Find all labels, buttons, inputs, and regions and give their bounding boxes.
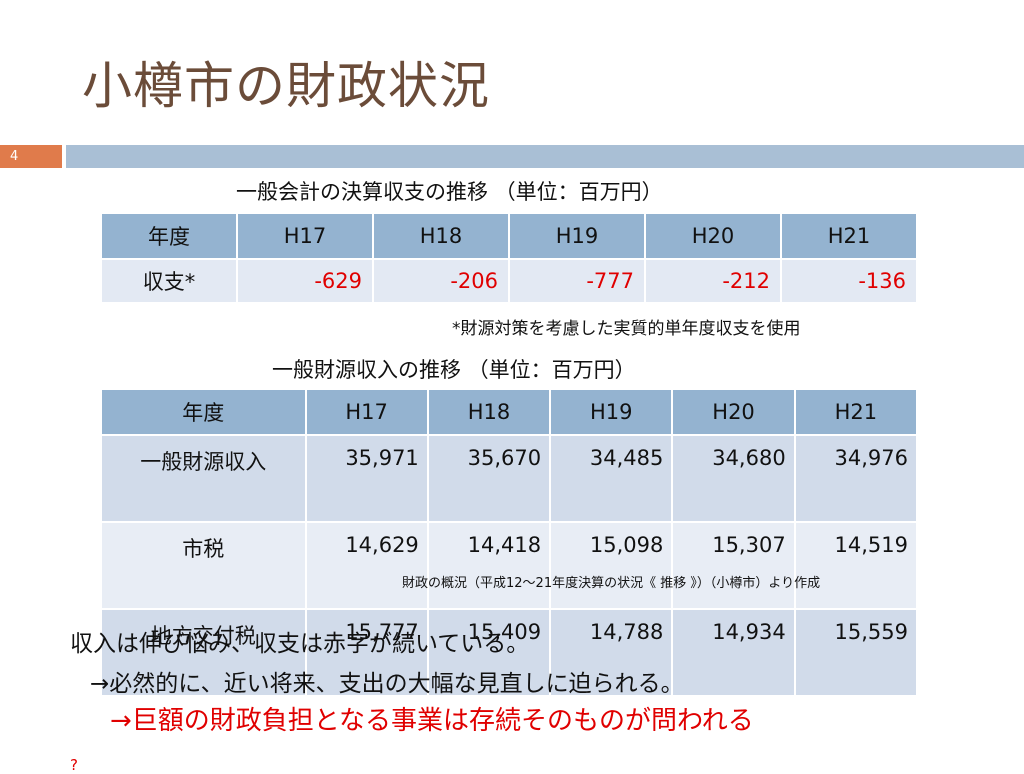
- table-header-row: 年度 H17 H18 H19 H20 H21: [100, 212, 918, 260]
- header-cell: H20: [671, 388, 796, 436]
- source-note: 財政の概況（平成12～21年度決算の状況《 推移 》）（小樽市）より作成: [402, 576, 821, 591]
- value-cell: 15,098: [549, 521, 674, 610]
- value-cell: -777: [508, 258, 646, 304]
- value-cell: 35,971: [304, 434, 429, 523]
- value-cell: -212: [644, 258, 782, 304]
- value-cell: 14,934: [671, 608, 796, 697]
- conclusion-line-1: 収入は伸び悩み、収支は赤字が続いている。: [70, 631, 530, 657]
- row-label: 収支*: [100, 258, 238, 304]
- conclusion-line-2: →必然的に、近い将来、支出の大幅な見直しに迫られる。: [90, 671, 684, 697]
- table-row: 市税 14,629 14,418 15,098 15,307 14,519: [100, 521, 919, 610]
- value-cell: 14,629: [304, 521, 429, 610]
- header-cell: H19: [549, 388, 674, 436]
- header-cell: H18: [426, 388, 552, 436]
- header-cell: H20: [644, 212, 782, 260]
- header-cell: 年度: [100, 212, 238, 260]
- table-header-row: 年度 H17 H18 H19 H20 H21: [100, 388, 919, 436]
- value-cell: 15,409: [426, 608, 552, 697]
- value-cell: -629: [236, 258, 374, 304]
- header-cell: H18: [372, 212, 510, 260]
- header-cell: H21: [793, 388, 919, 436]
- header-cell: 年度: [100, 388, 307, 436]
- row-label: 地方交付税: [100, 608, 307, 697]
- table-row: 一般財源収入 35,971 35,670 34,485 34,680 34,97…: [100, 434, 919, 523]
- table2-caption: 一般財源収入の推移 （単位：百万円）: [272, 358, 636, 382]
- header-divider-bar: [66, 145, 1024, 168]
- value-cell: 35,670: [426, 434, 552, 523]
- table-row: 収支* -629 -206 -777 -212 -136: [100, 258, 918, 304]
- settlement-balance-table: 年度 H17 H18 H19 H20 H21 収支* -629 -206 -77…: [100, 212, 918, 304]
- value-cell: 14,788: [549, 608, 674, 697]
- value-cell: 34,976: [793, 434, 919, 523]
- conclusion-line-4: ?: [70, 756, 78, 774]
- value-cell: 15,559: [793, 608, 919, 697]
- row-label: 一般財源収入: [100, 434, 307, 523]
- value-cell: -206: [372, 258, 510, 304]
- value-cell: -136: [780, 258, 918, 304]
- table1-caption: 一般会計の決算収支の推移 （単位：百万円）: [236, 180, 663, 204]
- row-label: 市税: [100, 521, 307, 610]
- table-row: 地方交付税 15,777 15,409 14,788 14,934 15,559: [100, 608, 919, 697]
- page-title: 小樽市の財政状況: [82, 57, 490, 115]
- header-cell: H19: [508, 212, 646, 260]
- page-number-badge: 4: [0, 145, 62, 168]
- header-cell: H17: [236, 212, 374, 260]
- general-revenue-table: 年度 H17 H18 H19 H20 H21 一般財源収入 35,971 35,…: [100, 388, 919, 697]
- value-cell: 14,519: [793, 521, 919, 610]
- conclusion-line-3: →巨額の財政負担となる事業は存続そのものが問われる: [110, 706, 754, 736]
- value-cell: 34,485: [549, 434, 674, 523]
- value-cell: 15,777: [304, 608, 429, 697]
- header-cell: H17: [304, 388, 429, 436]
- value-cell: 14,418: [426, 521, 552, 610]
- value-cell: 15,307: [671, 521, 796, 610]
- header-cell: H21: [780, 212, 918, 260]
- value-cell: 34,680: [671, 434, 796, 523]
- table1-footnote: *財源対策を考慮した実質的単年度収支を使用: [452, 319, 801, 339]
